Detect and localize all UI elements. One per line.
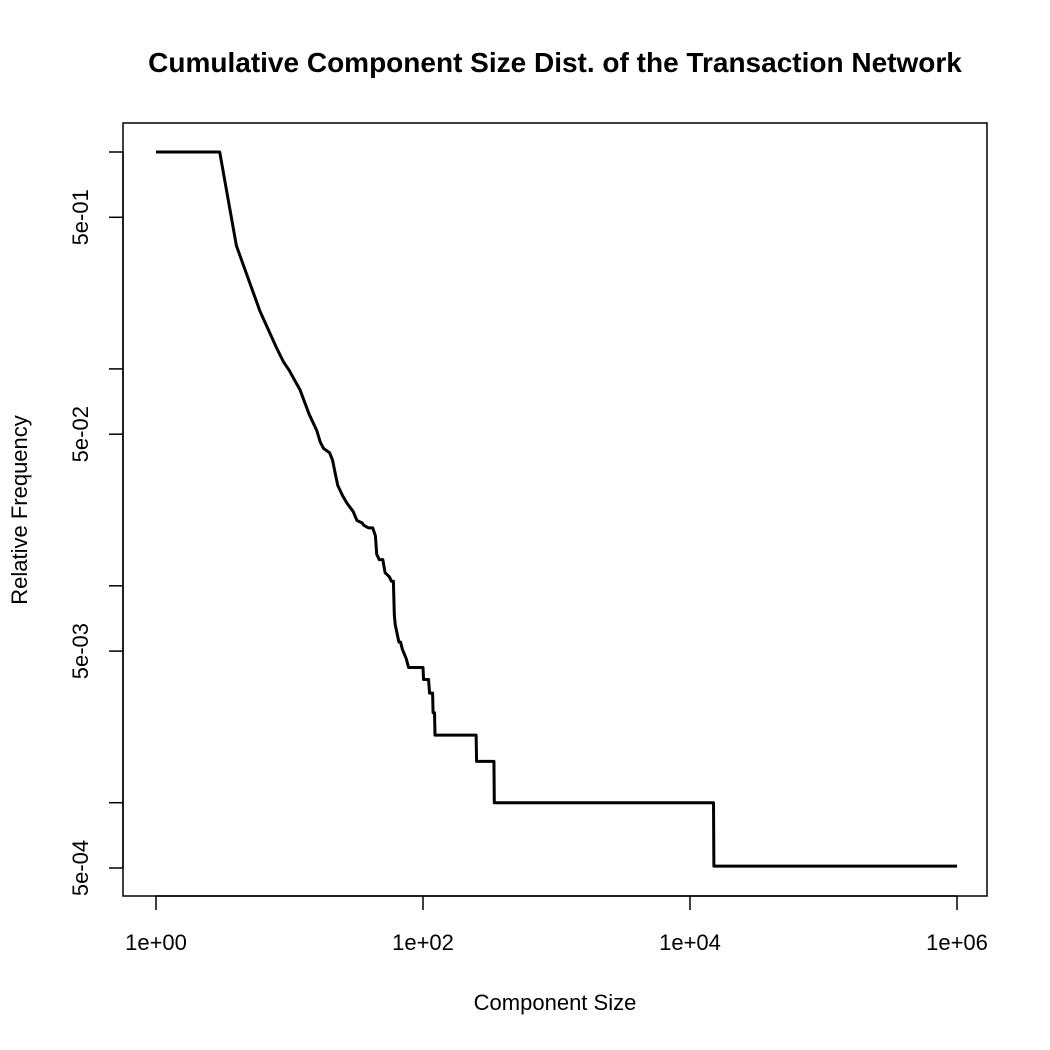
x-tick-label: 1e+04	[659, 930, 721, 955]
y-axis: 5e-04 5e-03 5e-02 5e-01	[68, 151, 124, 896]
y-tick-label: 5e-02	[68, 406, 93, 462]
y-axis-label: Relative Frequency	[7, 415, 32, 605]
y-tick-label: 5e-03	[68, 623, 93, 679]
x-axis-label: Component Size	[474, 990, 637, 1015]
x-tick-label: 1e+06	[926, 930, 988, 955]
chart-title: Cumulative Component Size Dist. of the T…	[148, 47, 962, 78]
plot-frame	[122, 122, 988, 897]
x-tick-label: 1e+00	[125, 930, 187, 955]
ccdf-series-line	[156, 150, 957, 868]
y-tick-label: 5e-01	[68, 189, 93, 245]
x-axis: 1e+00 1e+02 1e+04 1e+06	[125, 895, 988, 955]
y-tick-label: 5e-04	[68, 840, 93, 896]
x-tick-label: 1e+02	[392, 930, 454, 955]
